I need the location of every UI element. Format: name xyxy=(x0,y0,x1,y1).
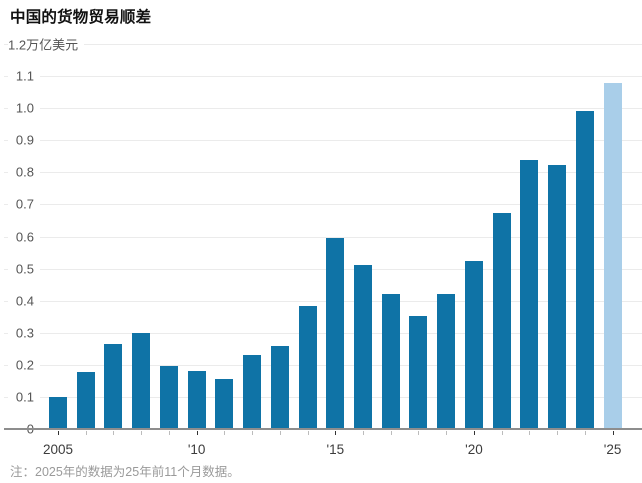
x-tick xyxy=(612,431,614,435)
y-tick-label: 0.1 xyxy=(8,388,40,406)
y-gridline xyxy=(4,172,642,174)
y-tick-label: 0.8 xyxy=(8,163,40,181)
x-tick xyxy=(252,431,254,435)
y-tick-label: 0.9 xyxy=(8,131,40,149)
bar-2007 xyxy=(104,344,123,429)
bar-2013 xyxy=(270,345,289,429)
x-tick xyxy=(307,431,309,435)
y-gridline xyxy=(4,236,642,238)
x-tick xyxy=(584,431,586,435)
bar-2022 xyxy=(520,160,539,429)
x-axis-line xyxy=(4,428,642,430)
x-tick-label: '15 xyxy=(326,442,345,457)
y-gridline xyxy=(4,140,642,142)
x-tick xyxy=(141,431,143,435)
x-tick xyxy=(113,431,115,435)
y-gridline xyxy=(4,268,642,270)
x-tick xyxy=(224,431,226,435)
x-tick xyxy=(58,431,59,435)
footnote: 注：2025年的数据为25年前11个月数据。 xyxy=(10,465,240,479)
bar-2010 xyxy=(187,370,206,429)
y-tick-label: 0.4 xyxy=(8,292,40,310)
bar-2017 xyxy=(381,294,400,429)
y-gridline xyxy=(4,76,642,78)
bar-2012 xyxy=(243,354,262,429)
y-gridline xyxy=(4,300,642,302)
x-tick xyxy=(446,431,448,435)
x-tick xyxy=(501,431,503,435)
x-tick xyxy=(196,431,198,435)
x-tick xyxy=(557,431,559,435)
y-gridline xyxy=(4,396,642,398)
bar-2015 xyxy=(326,238,345,429)
bar-2021 xyxy=(492,213,511,429)
x-tick-label: '25 xyxy=(603,442,622,457)
x-tick-label: '20 xyxy=(465,442,483,457)
bar-2024 xyxy=(575,110,594,429)
x-tick xyxy=(418,431,420,435)
x-tick xyxy=(529,431,531,435)
y-tick-label: 0.3 xyxy=(8,324,40,342)
y-gridline xyxy=(4,332,642,334)
y-tick-label: 0.6 xyxy=(8,228,40,245)
chart-title: 中国的货物贸易顺差 xyxy=(10,9,152,26)
y-tick-label: 0.7 xyxy=(8,195,40,213)
x-tick xyxy=(279,431,281,435)
bar-2006 xyxy=(76,372,95,429)
bar-2020 xyxy=(464,260,483,429)
y-tick-label: 0.2 xyxy=(8,356,40,374)
bar-2005 xyxy=(49,396,67,429)
bar-2011 xyxy=(215,379,234,429)
x-tick xyxy=(168,431,170,435)
x-tick xyxy=(473,431,475,435)
y-gridline xyxy=(4,108,642,110)
x-tick xyxy=(335,431,337,435)
y-tick-label: 1.2万亿美元 xyxy=(8,33,85,55)
y-gridline xyxy=(4,364,642,366)
bar-2025 xyxy=(603,83,622,429)
x-tick xyxy=(390,431,392,435)
x-tick xyxy=(363,431,365,435)
bar-2018 xyxy=(409,316,428,429)
bar-2008 xyxy=(132,333,151,429)
y-gridline xyxy=(4,204,642,206)
bar-2014 xyxy=(298,306,317,429)
y-gridline xyxy=(4,44,642,45)
x-tick-label: 2005 xyxy=(42,442,74,457)
bar-2019 xyxy=(437,293,456,429)
y-tick-label: 1.0 xyxy=(8,99,40,117)
bar-2009 xyxy=(159,366,178,429)
y-tick-label: 0.5 xyxy=(8,260,40,278)
x-tick xyxy=(85,431,87,435)
y-tick-label: 1.1 xyxy=(8,67,40,85)
bar-2016 xyxy=(354,265,373,429)
x-tick-label: '10 xyxy=(187,442,206,457)
bar-2023 xyxy=(548,165,567,429)
